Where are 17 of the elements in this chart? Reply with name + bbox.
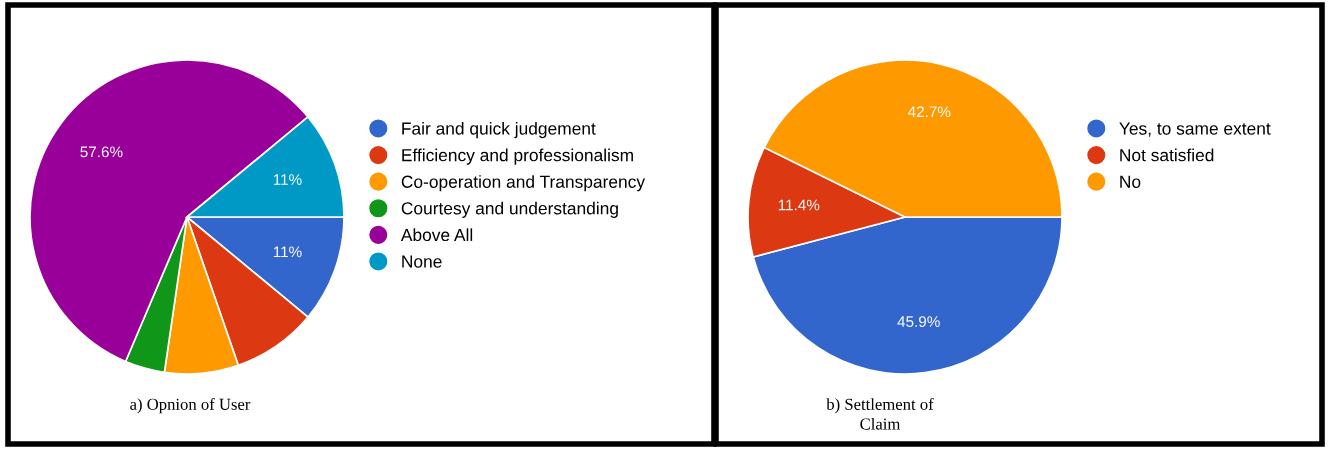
legend-label: Co-operation and Transparency — [401, 175, 646, 192]
data-label: 11% — [273, 246, 302, 258]
legend-label: Yes, to same extent — [1119, 122, 1271, 137]
legend-label: Above All — [400, 228, 473, 242]
text: b) Settlement of Claim — [826, 398, 934, 430]
legend-label: Efficiency and professionalism — [402, 148, 633, 165]
legend-label: Not satisfied — [1120, 148, 1214, 162]
legend-label: None — [402, 255, 442, 268]
legend-label: Courtesy and understanding — [401, 201, 618, 218]
legend-label: Fair and quick judgement — [402, 121, 596, 139]
data-label: 45.9% — [897, 316, 940, 327]
data-label: 57.6% — [80, 146, 123, 158]
data-label: 11% — [273, 174, 302, 185]
legend-label: No — [1120, 175, 1141, 188]
data-label: 42.7% — [907, 106, 951, 118]
data-label: 11.4% — [778, 199, 820, 211]
text: a) Opnion of User — [130, 398, 251, 414]
